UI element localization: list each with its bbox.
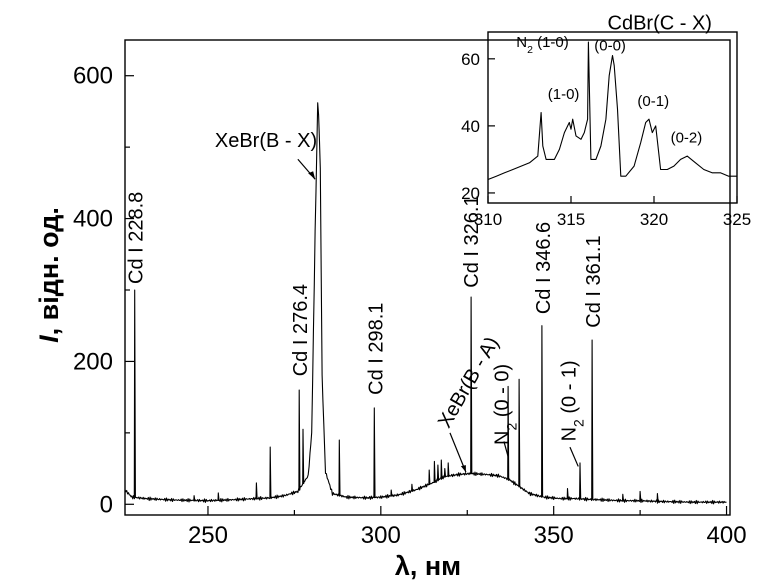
main-frame xyxy=(124,39,731,516)
arrow-line xyxy=(503,441,509,457)
inset-band-label-main: (0-1) xyxy=(637,93,669,110)
line-label: Cd I 326.1 xyxy=(461,195,483,287)
x-tick-label: 350 xyxy=(534,522,574,549)
y-axis-title-italic: I xyxy=(34,335,64,343)
inset-spectrum-line xyxy=(487,41,737,181)
inset-x-tick-label: 315 xyxy=(557,210,585,229)
y-tick-label: 600 xyxy=(73,63,113,90)
inset-band-label-main: N xyxy=(516,34,527,51)
band-label: N2 (0 - 1) xyxy=(558,360,586,441)
line-label: Cd I 298.1 xyxy=(365,303,387,395)
band-label-main: N xyxy=(558,427,580,441)
inset-y-tick-label: 40 xyxy=(461,117,480,136)
y-tick-label: 200 xyxy=(73,348,113,375)
inset-band-label-main: (0-0) xyxy=(594,37,626,54)
line-label: Cd I 346.6 xyxy=(533,222,555,314)
arrow-line xyxy=(449,432,467,473)
x-axis-title: λ, нм xyxy=(395,551,461,580)
spectrum-line xyxy=(124,102,727,505)
inset-y-tick-label: 60 xyxy=(461,50,480,69)
main-plot: 250 300 350 400 0 200 400 600 Cd I 228.8 Cd I 276… xyxy=(73,39,747,549)
x-tick-label: 300 xyxy=(361,522,401,549)
line-label-main: Cd I 361.1 xyxy=(583,235,605,327)
band-label-main: N xyxy=(491,431,513,445)
band-label: XeBr(B - X) xyxy=(215,130,317,152)
inset-band-label: (0-2) xyxy=(671,130,703,147)
inset-band-label: (1-0) xyxy=(548,86,580,103)
x-tick-label: 250 xyxy=(188,522,228,549)
y-tick-label: 400 xyxy=(73,206,113,233)
line-label-main: Cd I 346.6 xyxy=(533,222,555,314)
line-label: Cd I 276.4 xyxy=(290,284,312,376)
y-axis-title-rest: , відн. од. xyxy=(34,207,64,335)
line-label-main: Cd I 276.4 xyxy=(290,284,312,376)
line-label: Cd I 361.1 xyxy=(583,235,605,327)
inset-band-label: (0-0) xyxy=(594,37,626,54)
inset-x-tick-label: 320 xyxy=(640,210,668,229)
inset-x-tick-label: 310 xyxy=(474,210,502,229)
x-tick-label: 400 xyxy=(707,522,747,549)
band-label-sub: 2 xyxy=(503,423,519,431)
band-label-tail: (0 - 0) xyxy=(491,364,513,423)
inset-band-label-sub: 2 xyxy=(527,44,533,56)
line-label: Cd I 228.8 xyxy=(126,192,148,284)
line-label-main: Cd I 298.1 xyxy=(365,303,387,395)
arrow-head xyxy=(460,465,466,473)
inset-band-label: N2 (1-0) xyxy=(516,34,569,56)
inset-plot: 310 315 320 325 20 40 60 CdBr(C - X) N2 (1-0) (0-… xyxy=(461,12,751,229)
inset-x-tick-label: 325 xyxy=(723,210,751,229)
y-axis-title: I, відн. од. xyxy=(34,207,64,343)
band-label-sub: 2 xyxy=(570,419,586,427)
inset-band-label: (0-1) xyxy=(637,93,669,110)
band-label-main: XeBr(B - X) xyxy=(215,130,317,152)
inset-frame xyxy=(487,31,738,204)
line-label-main: Cd I 228.8 xyxy=(126,192,148,284)
band-label-tail: (0 - 1) xyxy=(558,360,580,419)
inset-y-tick-label: 20 xyxy=(461,184,480,203)
band-label: N2 (0 - 0) xyxy=(491,364,519,445)
inset-title: CdBr(C - X) xyxy=(608,12,712,34)
inset-band-label-main: (1-0) xyxy=(548,86,580,103)
arrow-line xyxy=(569,446,579,467)
arrow-head xyxy=(308,171,316,180)
inset-band-label-tail: (1-0) xyxy=(533,34,569,51)
inset-band-label-main: (0-2) xyxy=(671,130,703,147)
y-tick-label: 0 xyxy=(100,491,113,518)
line-label-main: Cd I 326.1 xyxy=(461,195,483,287)
